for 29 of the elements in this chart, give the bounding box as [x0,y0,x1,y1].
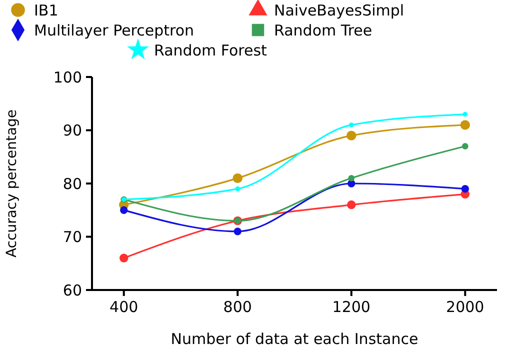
legend-label: Multilayer Perceptron [34,21,194,40]
point [460,120,470,130]
legend-label: IB1 [34,1,58,20]
point [346,130,356,140]
point [232,173,242,184]
point [234,228,242,236]
point [347,200,356,210]
y-tick-label: 70 [62,228,82,246]
y-axis-title: Accuracy percentage [4,109,20,258]
point [348,122,354,128]
legend-label: Random Forest [154,41,268,60]
point [120,206,128,214]
point [462,143,468,150]
x-axis-title: Number of data at each Instance [170,330,418,348]
x-tick-label: 1200 [332,298,370,316]
y-tick-label: 90 [62,122,82,140]
x-tick-label: 2000 [446,298,484,316]
legend-label: Random Tree [274,21,372,40]
point [462,112,468,117]
point [461,185,469,193]
legend-label: NaiveBayesSimpl [274,1,404,20]
x-tick-label: 800 [223,298,252,316]
point [119,254,128,262]
y-tick-label: 60 [62,281,82,300]
y-tick-label: 100 [53,68,82,86]
y-tick-label: 80 [62,174,82,193]
point [235,186,240,192]
point [348,174,355,182]
x-tick-label: 400 [110,298,138,316]
